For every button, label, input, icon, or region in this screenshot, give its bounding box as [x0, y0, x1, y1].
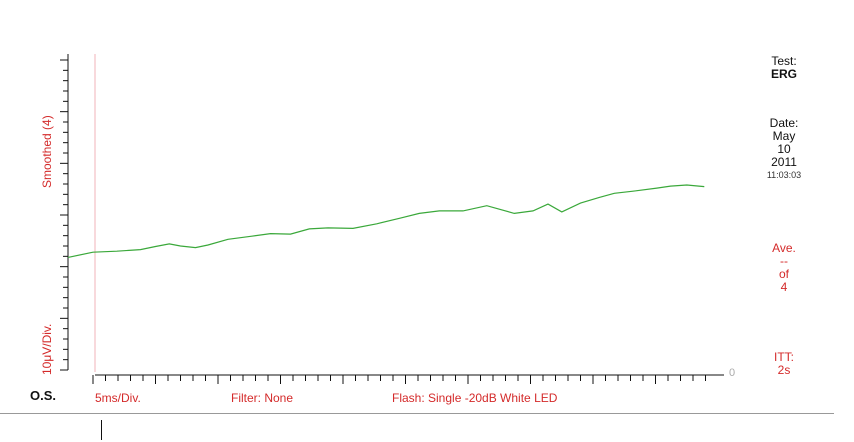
eye-label: O.S. [30, 388, 57, 403]
date-info: Date: May 10 2011 11:03:03 [749, 117, 819, 182]
test-label: Test: [771, 54, 797, 68]
x-axis-ticks [92, 375, 706, 384]
filter-label: Filter: None [231, 391, 294, 405]
average-info: Ave. -- of 4 [749, 242, 819, 294]
y-label-smoothed: Smoothed (4) [40, 115, 54, 188]
flash-label: Flash: Single -20dB White LED [392, 391, 558, 405]
date-label: Date: [769, 116, 799, 130]
date-year: 2011 [771, 155, 797, 169]
date-month: May [772, 129, 796, 143]
x-scale-label: 5ms/Div. [95, 391, 141, 405]
itt-value: 2s [777, 363, 791, 377]
zero-label: 0 [729, 367, 736, 379]
average-of: of [778, 267, 789, 281]
test-info: Test: ERG [749, 55, 819, 81]
y-axis-ticks [60, 59, 68, 371]
itt-label: ITT: [774, 350, 794, 364]
y-label-scale: 10μV/Div. [40, 323, 54, 375]
date-day: 10 [777, 142, 791, 156]
cursor-marker [101, 420, 102, 440]
average-label: Ave. [772, 241, 796, 255]
average-total: 4 [780, 280, 788, 294]
date-time: 11:03:03 [766, 170, 802, 180]
erg-trace [67, 184, 705, 258]
average-count: -- [780, 254, 788, 268]
itt-info: ITT: 2s [749, 351, 819, 377]
bottom-rule [0, 413, 834, 414]
test-value: ERG [770, 67, 797, 81]
